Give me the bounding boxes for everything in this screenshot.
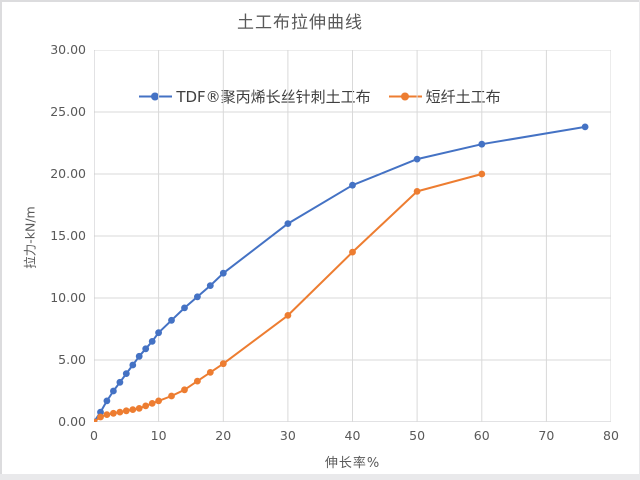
data-point-series-1: [122, 407, 130, 415]
data-point-series-0: [155, 329, 162, 337]
window-edge-left: [0, 0, 2, 474]
data-point-series-0: [135, 352, 143, 360]
x-tick-label: 40: [344, 428, 361, 443]
x-axis-title: 伸长率%: [324, 456, 381, 471]
x-tick-label: 80: [603, 428, 619, 443]
staple-series-marker-icon: [388, 91, 422, 102]
data-point-series-1: [478, 170, 486, 178]
data-point-series-1: [181, 386, 188, 394]
data-point-series-0: [103, 397, 111, 405]
window-edge-bottom: [0, 474, 640, 480]
x-tick-label: 30: [279, 428, 296, 443]
data-point-series-0: [97, 408, 104, 416]
data-point-series-1: [135, 405, 143, 412]
data-point-series-0: [168, 316, 175, 324]
data-point-series-1: [103, 411, 111, 418]
data-point-series-0: [122, 370, 130, 377]
data-point-series-1: [349, 248, 356, 256]
x-tick-label: 20: [215, 428, 232, 443]
data-point-series-1: [148, 400, 156, 407]
data-point-series-1: [219, 360, 227, 368]
x-tick-label: 60: [473, 428, 490, 443]
data-point-series-1: [97, 413, 104, 421]
data-point-series-1: [142, 402, 150, 410]
plot-area: [94, 50, 611, 422]
data-point-series-1: [94, 418, 98, 422]
data-point-series-0: [110, 387, 117, 395]
y-tick-label: 25.00: [50, 104, 86, 119]
data-point-series-1: [129, 406, 137, 413]
y-tick-label: 0.00: [58, 414, 86, 429]
data-point-series-0: [349, 181, 356, 189]
data-point-series-1: [284, 312, 292, 319]
y-axis-title: 拉力-kN/m: [22, 206, 38, 269]
data-point-series-0: [581, 123, 589, 131]
legend-item-tdf-geotextile: TDF®聚丙烯长丝针刺土工布: [139, 86, 371, 107]
data-point-series-0: [478, 140, 486, 148]
data-point-series-0: [206, 282, 214, 289]
data-point-series-0: [194, 293, 201, 301]
data-point-series-0: [181, 304, 188, 312]
data-point-series-0: [129, 361, 137, 369]
data-point-series-0: [413, 155, 421, 163]
data-point-series-0: [219, 269, 227, 277]
y-tick-label: 20.00: [50, 166, 86, 181]
data-point-series-1: [155, 397, 162, 405]
data-point-series-1: [168, 392, 175, 400]
window-edge-top: [0, 0, 640, 2]
x-tick-label: 50: [409, 428, 426, 443]
data-point-series-1: [206, 369, 214, 376]
data-point-series-1: [194, 377, 201, 385]
chart-title: 土工布拉伸曲线: [237, 13, 363, 33]
data-point-series-1: [116, 408, 124, 416]
legend-label-tdf-geotextile: TDF®聚丙烯长丝针刺土工布: [176, 88, 371, 106]
series-line-0: [94, 125, 587, 422]
y-tick-label: 10.00: [50, 290, 86, 305]
tdf-series-marker-icon: [139, 91, 173, 102]
y-tick-label: 15.00: [50, 228, 86, 243]
data-point-series-0: [142, 345, 150, 353]
x-tick-label: 0: [90, 428, 98, 443]
x-tick-label: 70: [538, 428, 555, 443]
data-point-series-0: [284, 220, 292, 228]
y-tick-label: 5.00: [58, 352, 86, 367]
data-point-series-1: [110, 409, 117, 417]
data-point-series-0: [116, 378, 124, 386]
y-tick-label: 30.00: [50, 42, 86, 57]
x-tick-label: 10: [150, 428, 167, 443]
data-point-series-1: [413, 188, 421, 195]
data-point-series-0: [148, 338, 156, 345]
